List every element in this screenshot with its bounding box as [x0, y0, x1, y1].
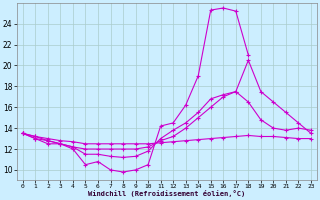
X-axis label: Windchill (Refroidissement éolien,°C): Windchill (Refroidissement éolien,°C) [88, 190, 245, 197]
